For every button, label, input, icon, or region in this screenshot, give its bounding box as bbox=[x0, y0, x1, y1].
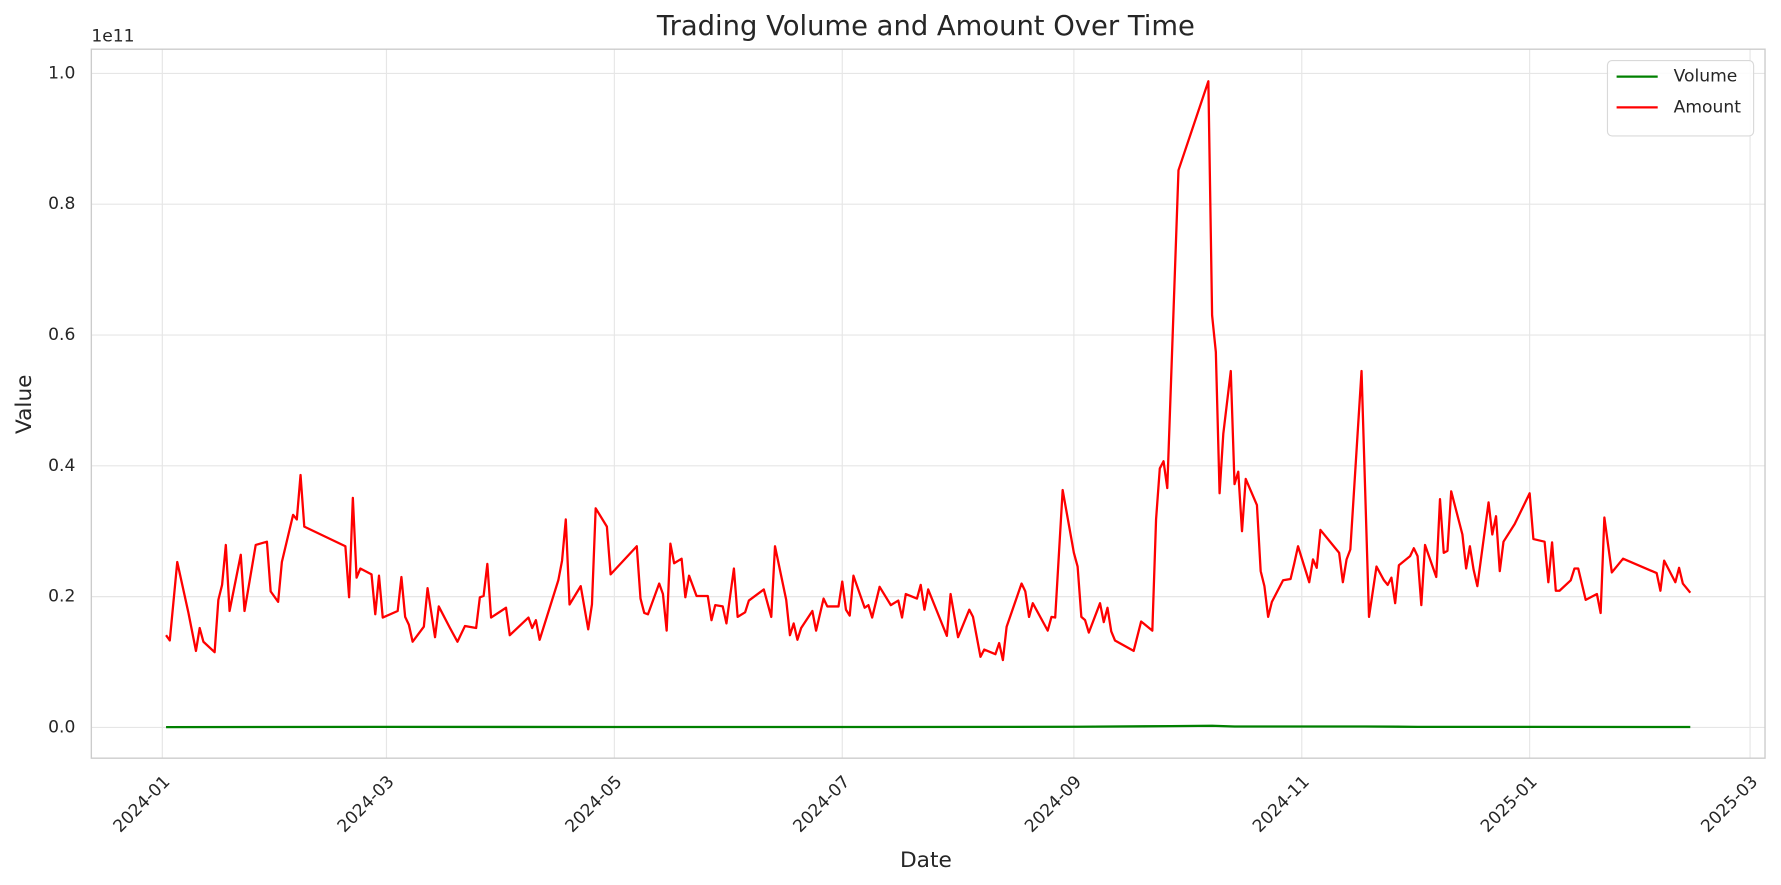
x-axis-label: Date bbox=[900, 848, 952, 873]
y-offset-label: 1e11 bbox=[91, 27, 134, 47]
x-tick-label: 2024-07 bbox=[790, 772, 855, 837]
x-tick-label: 2024-11 bbox=[1249, 772, 1314, 837]
series-line bbox=[165, 80, 1692, 662]
y-tick-label: 1.0 bbox=[48, 63, 75, 83]
legend-label: Amount bbox=[1674, 97, 1742, 117]
x-tick-label: 2024-05 bbox=[562, 772, 627, 837]
y-tick-label: 0.4 bbox=[48, 456, 75, 476]
legend-box bbox=[1606, 60, 1755, 137]
y-tick-label: 0.0 bbox=[48, 717, 75, 737]
series-line bbox=[166, 724, 1691, 729]
x-tick-label: 2024-09 bbox=[1021, 772, 1086, 837]
x-tick-label: 2025-03 bbox=[1697, 772, 1762, 837]
x-tick-label: 2024-01 bbox=[110, 772, 175, 837]
y-tick-label: 0.8 bbox=[48, 194, 75, 214]
y-axis-label: Value bbox=[12, 374, 37, 434]
x-tick-label: 2024-03 bbox=[334, 772, 399, 837]
y-tick-label: 0.6 bbox=[48, 325, 75, 345]
legend-label: Volume bbox=[1674, 67, 1738, 87]
legend: Volume Amount bbox=[1606, 60, 1755, 137]
plot-frame bbox=[90, 48, 1766, 759]
chart-title: Trading Volume and Amount Over Time bbox=[656, 11, 1195, 42]
y-tick-label: 0.2 bbox=[48, 587, 75, 607]
x-tick-label: 2025-01 bbox=[1477, 772, 1542, 837]
